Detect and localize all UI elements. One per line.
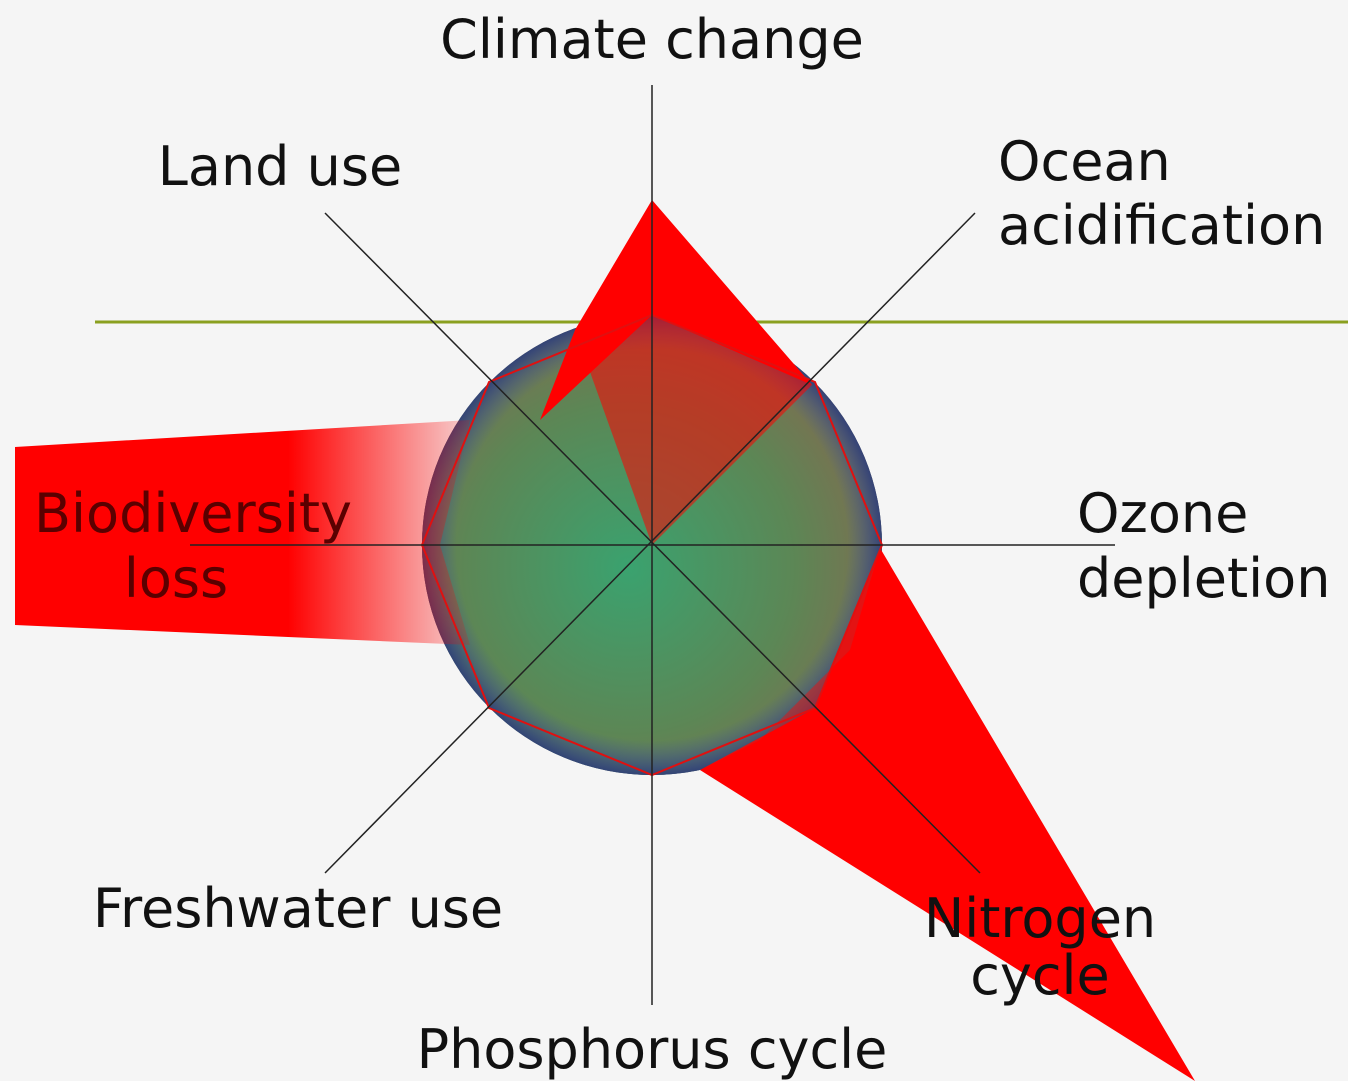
boundaries-diagram: Climate change Land use Ocean acidificat…	[0, 0, 1348, 1081]
label: Ozone	[1077, 482, 1248, 545]
label: Land use	[158, 135, 402, 198]
label: Freshwater use	[93, 877, 503, 940]
page: Climate change Land use Ocean acidificat…	[0, 0, 1348, 1081]
label: Phosphorus cycle	[417, 1018, 888, 1081]
label: Ocean	[998, 130, 1171, 193]
label: Nitrogen	[924, 887, 1156, 950]
label: loss	[124, 547, 228, 610]
label: depletion	[1077, 547, 1330, 610]
label: Climate change	[440, 8, 864, 71]
label: acidification	[998, 194, 1325, 257]
label: Biodiversity	[34, 482, 352, 545]
label: cycle	[970, 944, 1110, 1007]
